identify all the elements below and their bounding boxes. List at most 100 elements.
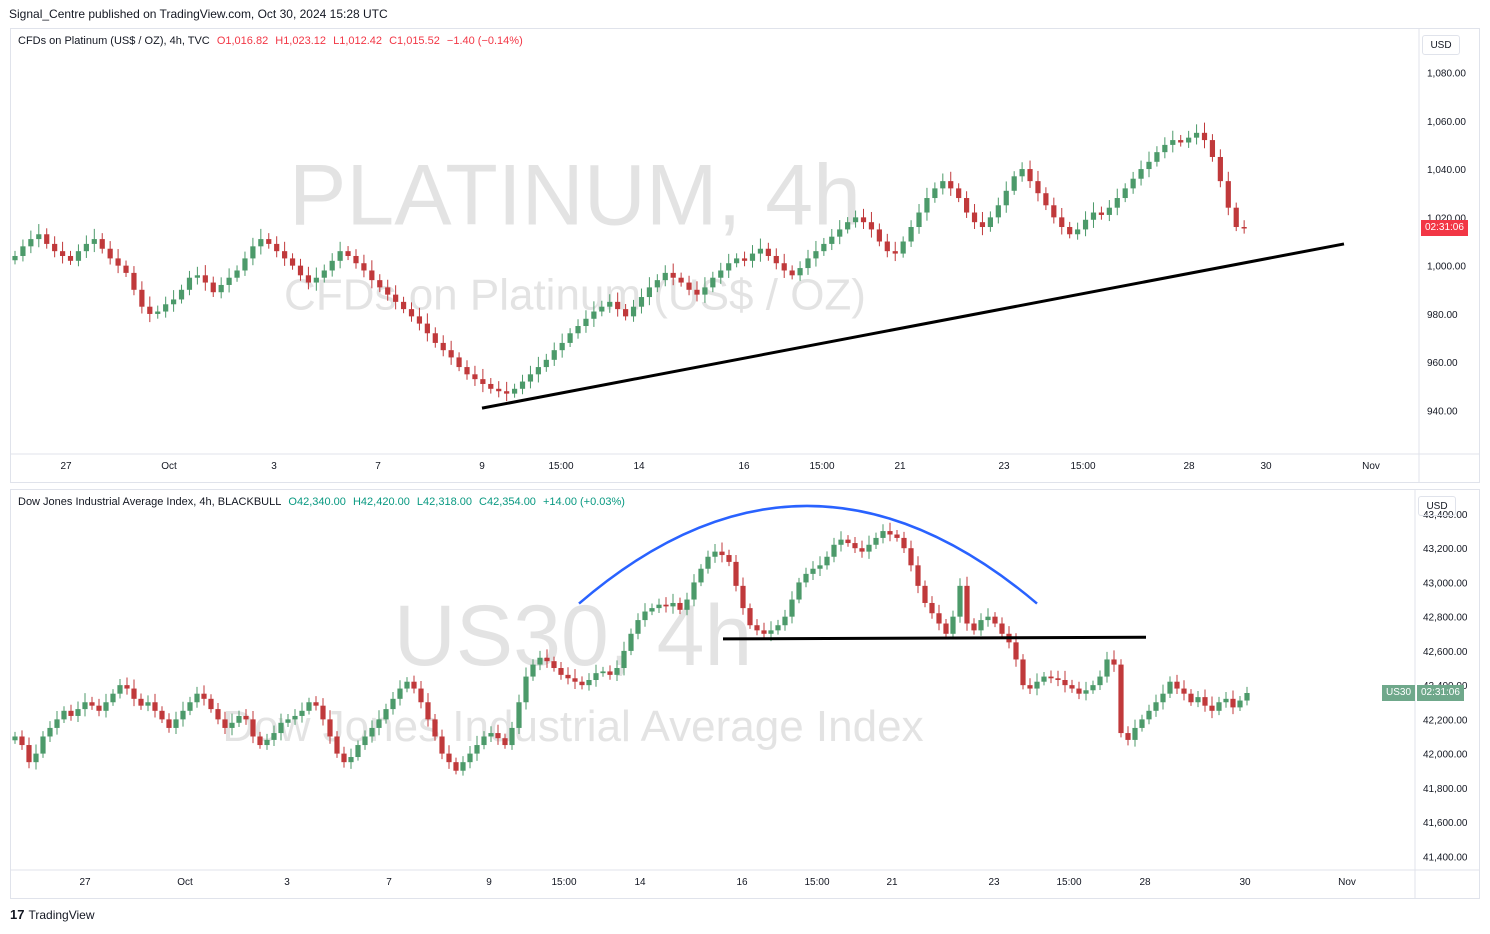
candle-body <box>621 650 627 669</box>
candle-body <box>299 710 305 716</box>
candle-body <box>929 602 935 614</box>
candle-body <box>362 736 368 746</box>
candle-body <box>845 222 851 230</box>
candle-body <box>565 674 571 679</box>
candle-body <box>691 582 697 600</box>
price-tick-label: 1,040.00 <box>1427 165 1466 176</box>
candle-body <box>208 698 214 710</box>
candle-body <box>558 668 564 675</box>
candle-body <box>535 367 541 375</box>
candle-body <box>677 602 683 610</box>
symbol-watermark: US30, 4h <box>394 588 753 684</box>
candle-body <box>1178 140 1184 143</box>
candle-body <box>698 568 704 583</box>
candle-body <box>649 608 655 612</box>
candle-body <box>992 616 998 624</box>
candle-body <box>1125 733 1131 740</box>
us30-price-chart[interactable]: US30, 4h Dow Jones Industrial Average Ind… <box>11 490 1479 898</box>
candle-body <box>40 736 46 754</box>
candle-body <box>481 736 487 746</box>
candle-body <box>1051 205 1057 218</box>
candle-body <box>831 544 837 557</box>
candle-body <box>397 688 403 699</box>
candle-body <box>390 698 396 710</box>
candle-body <box>838 539 844 545</box>
candle-body <box>1193 132 1200 138</box>
candle-body <box>59 251 66 256</box>
price-tick-label: 1,080.00 <box>1427 68 1466 79</box>
us30-chart-pane[interactable]: Dow Jones Industrial Average Index, 4h, … <box>10 489 1480 899</box>
candle-body <box>83 243 89 252</box>
candle-body <box>242 258 248 271</box>
candle-body <box>432 719 438 737</box>
candle-body <box>26 745 32 763</box>
time-tick-label: 9 <box>479 461 485 472</box>
currency-button[interactable]: USD <box>1418 496 1456 516</box>
symbol-title: CFDs on Platinum (US$ / OZ), 4h, TVC <box>18 35 210 47</box>
candle-body <box>425 702 431 720</box>
currency-button[interactable]: USD <box>1422 35 1460 55</box>
price-tick-label: 960.00 <box>1427 358 1458 369</box>
time-tick-label: 21 <box>894 461 906 472</box>
candle-body <box>600 671 606 674</box>
candle-body <box>194 275 200 278</box>
candle-body <box>719 551 725 556</box>
candle-body <box>439 736 445 754</box>
tradingview-brand[interactable]: TradingView <box>28 907 95 922</box>
candle-body <box>900 241 906 254</box>
time-tick-label: 23 <box>988 877 1000 888</box>
candle-body <box>1106 207 1112 215</box>
candle-body <box>924 198 930 213</box>
price-tick-label: 1,020.00 <box>1427 213 1466 224</box>
candle-body <box>355 745 361 758</box>
candle-body <box>607 671 613 675</box>
candle-body <box>551 350 557 360</box>
candle-body <box>987 217 993 228</box>
candle-body <box>353 255 359 264</box>
candle-body <box>1162 144 1168 153</box>
candle-body <box>250 246 256 259</box>
candle-body <box>138 698 144 706</box>
candle-body <box>803 573 809 583</box>
candle-body <box>1069 685 1075 689</box>
candle-body <box>1170 140 1176 145</box>
high-value: H1,023.12 <box>275 35 327 47</box>
price-tick-label: 43,200.00 <box>1423 544 1468 555</box>
candle-body <box>52 243 58 252</box>
candle-body <box>630 306 637 317</box>
candle-body <box>234 270 240 278</box>
candle-body <box>61 710 67 720</box>
candle-body <box>797 268 803 276</box>
candle-body <box>852 543 858 549</box>
price-tick-label: 940.00 <box>1427 407 1458 418</box>
time-tick-label: 23 <box>998 461 1010 472</box>
candle-body <box>824 556 830 566</box>
platinum-chart-pane[interactable]: CFDs on Platinum (US$ / OZ), 4h, TVC O1,… <box>10 28 1480 483</box>
rounding-top-arc <box>578 504 1038 605</box>
candle-body <box>901 537 907 549</box>
candle-body <box>1098 212 1105 215</box>
platinum-price-chart[interactable]: PLATINUM, 4h CFDs on Platinum (US$ / OZ) 1… <box>11 29 1479 482</box>
candle-body <box>139 289 145 307</box>
candle-body <box>516 702 522 728</box>
candle-body <box>884 241 890 252</box>
candle-body <box>642 611 648 621</box>
candle-body <box>1139 719 1145 728</box>
candle-body <box>894 534 900 538</box>
candle-body <box>572 678 578 682</box>
candle-body <box>28 239 34 247</box>
candle-body <box>718 270 724 278</box>
candle-body <box>971 212 978 223</box>
candle-body <box>702 287 708 295</box>
candle-body <box>765 248 771 256</box>
candle-body <box>1111 659 1117 665</box>
footer: 17 TradingView <box>10 907 95 922</box>
candle-body <box>1090 685 1096 691</box>
candle-body <box>1216 702 1222 711</box>
candle-body <box>599 306 605 312</box>
candle-body <box>964 198 970 213</box>
candle-body <box>337 251 343 261</box>
candle-body <box>12 736 18 741</box>
candle-body <box>705 556 711 569</box>
candle-body <box>411 681 417 689</box>
